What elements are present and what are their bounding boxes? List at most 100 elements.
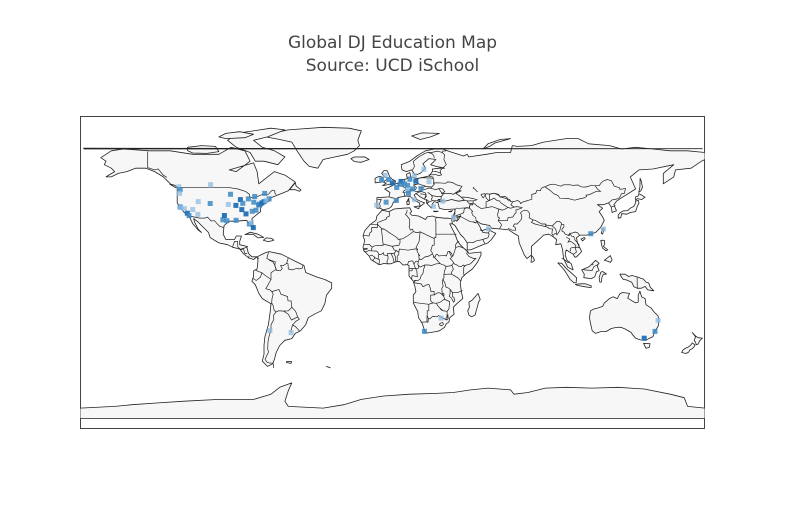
landmass-iceland bbox=[350, 156, 370, 163]
location-marker[interactable] bbox=[431, 203, 437, 209]
location-marker[interactable] bbox=[588, 231, 594, 237]
location-marker[interactable] bbox=[177, 187, 183, 193]
location-marker[interactable] bbox=[379, 177, 385, 183]
location-marker[interactable] bbox=[402, 181, 407, 187]
country-border bbox=[555, 224, 562, 236]
location-marker[interactable] bbox=[267, 328, 273, 334]
country-border bbox=[393, 253, 397, 262]
location-marker[interactable] bbox=[237, 197, 243, 203]
landmass-corsica bbox=[406, 197, 410, 201]
country-border bbox=[248, 255, 250, 259]
location-marker[interactable] bbox=[383, 199, 389, 205]
location-marker[interactable] bbox=[418, 186, 424, 192]
location-marker[interactable] bbox=[641, 335, 647, 341]
location-marker[interactable] bbox=[228, 191, 233, 197]
location-marker[interactable] bbox=[253, 207, 259, 213]
location-marker[interactable] bbox=[177, 190, 182, 196]
location-marker[interactable] bbox=[262, 190, 268, 196]
country-border bbox=[454, 208, 457, 211]
location-marker[interactable] bbox=[438, 315, 444, 321]
country-border bbox=[377, 199, 382, 208]
location-marker[interactable] bbox=[404, 187, 410, 193]
location-marker[interactable] bbox=[208, 182, 214, 188]
country-border bbox=[448, 289, 456, 303]
location-marker[interactable] bbox=[411, 173, 417, 179]
country-border bbox=[443, 280, 447, 288]
location-marker[interactable] bbox=[421, 328, 427, 334]
location-marker[interactable] bbox=[386, 177, 392, 182]
location-marker[interactable] bbox=[655, 317, 661, 323]
location-marker[interactable] bbox=[248, 220, 254, 226]
landmass-australia bbox=[589, 290, 660, 341]
location-marker[interactable] bbox=[182, 206, 187, 212]
location-marker[interactable] bbox=[411, 197, 417, 203]
location-marker[interactable] bbox=[220, 217, 226, 223]
location-marker[interactable] bbox=[406, 190, 411, 196]
location-marker[interactable] bbox=[652, 328, 658, 334]
location-marker[interactable] bbox=[233, 217, 239, 223]
landmass-sicily bbox=[413, 205, 421, 210]
country-border bbox=[463, 265, 466, 276]
country-border bbox=[530, 219, 546, 227]
country-border bbox=[573, 247, 577, 255]
location-marker[interactable] bbox=[186, 213, 192, 219]
world-map[interactable] bbox=[80, 116, 705, 429]
location-marker[interactable] bbox=[451, 214, 457, 220]
country-border bbox=[445, 286, 463, 294]
location-marker[interactable] bbox=[252, 194, 258, 199]
country-border bbox=[438, 322, 444, 327]
location-marker[interactable] bbox=[176, 184, 182, 190]
country-border bbox=[413, 263, 416, 269]
chart-subtitle: Source: UCD iSchool bbox=[305, 56, 480, 76]
location-marker[interactable] bbox=[407, 176, 413, 182]
location-marker[interactable] bbox=[486, 226, 491, 232]
location-marker[interactable] bbox=[233, 202, 239, 208]
location-marker[interactable] bbox=[600, 226, 606, 232]
landmass-sakhalin bbox=[638, 177, 643, 193]
location-marker[interactable] bbox=[389, 180, 395, 186]
location-marker[interactable] bbox=[243, 211, 249, 217]
location-marker[interactable] bbox=[245, 196, 251, 202]
location-marker[interactable] bbox=[393, 198, 399, 203]
location-marker[interactable] bbox=[190, 207, 196, 213]
location-marker[interactable] bbox=[195, 199, 201, 205]
location-marker[interactable] bbox=[413, 178, 419, 184]
country-border bbox=[566, 236, 577, 252]
location-marker[interactable] bbox=[397, 181, 403, 187]
location-marker[interactable] bbox=[288, 330, 294, 336]
location-marker[interactable] bbox=[410, 186, 416, 192]
location-marker[interactable] bbox=[374, 202, 380, 208]
landmass-cyprus bbox=[448, 210, 454, 213]
location-marker[interactable] bbox=[398, 178, 404, 184]
country-border bbox=[441, 293, 446, 300]
country-border bbox=[369, 254, 376, 261]
location-marker[interactable] bbox=[250, 225, 256, 231]
location-marker[interactable] bbox=[266, 196, 272, 202]
country-border bbox=[445, 313, 449, 321]
location-marker[interactable] bbox=[224, 218, 230, 224]
location-marker[interactable] bbox=[263, 198, 269, 204]
location-marker[interactable] bbox=[249, 208, 255, 214]
country-border bbox=[611, 205, 616, 208]
country-border bbox=[544, 185, 602, 201]
location-marker[interactable] bbox=[426, 179, 432, 185]
location-marker[interactable] bbox=[405, 182, 411, 188]
location-marker[interactable] bbox=[394, 185, 400, 190]
location-marker[interactable] bbox=[239, 207, 245, 213]
country-border bbox=[470, 203, 502, 230]
landmass-europe-asia bbox=[376, 138, 705, 271]
country-border bbox=[428, 151, 435, 159]
location-marker[interactable] bbox=[207, 201, 213, 206]
location-marker[interactable] bbox=[240, 200, 246, 206]
location-marker[interactable] bbox=[195, 211, 201, 217]
location-marker[interactable] bbox=[221, 213, 227, 218]
location-marker[interactable] bbox=[421, 166, 427, 172]
country-border bbox=[265, 279, 274, 305]
location-marker[interactable] bbox=[382, 172, 388, 178]
location-marker[interactable] bbox=[178, 205, 184, 211]
chart-title: Global DJ Education Map bbox=[287, 33, 498, 53]
location-marker[interactable] bbox=[225, 202, 231, 207]
location-marker[interactable] bbox=[440, 198, 446, 204]
country-border bbox=[413, 279, 417, 283]
location-marker[interactable] bbox=[251, 199, 257, 205]
